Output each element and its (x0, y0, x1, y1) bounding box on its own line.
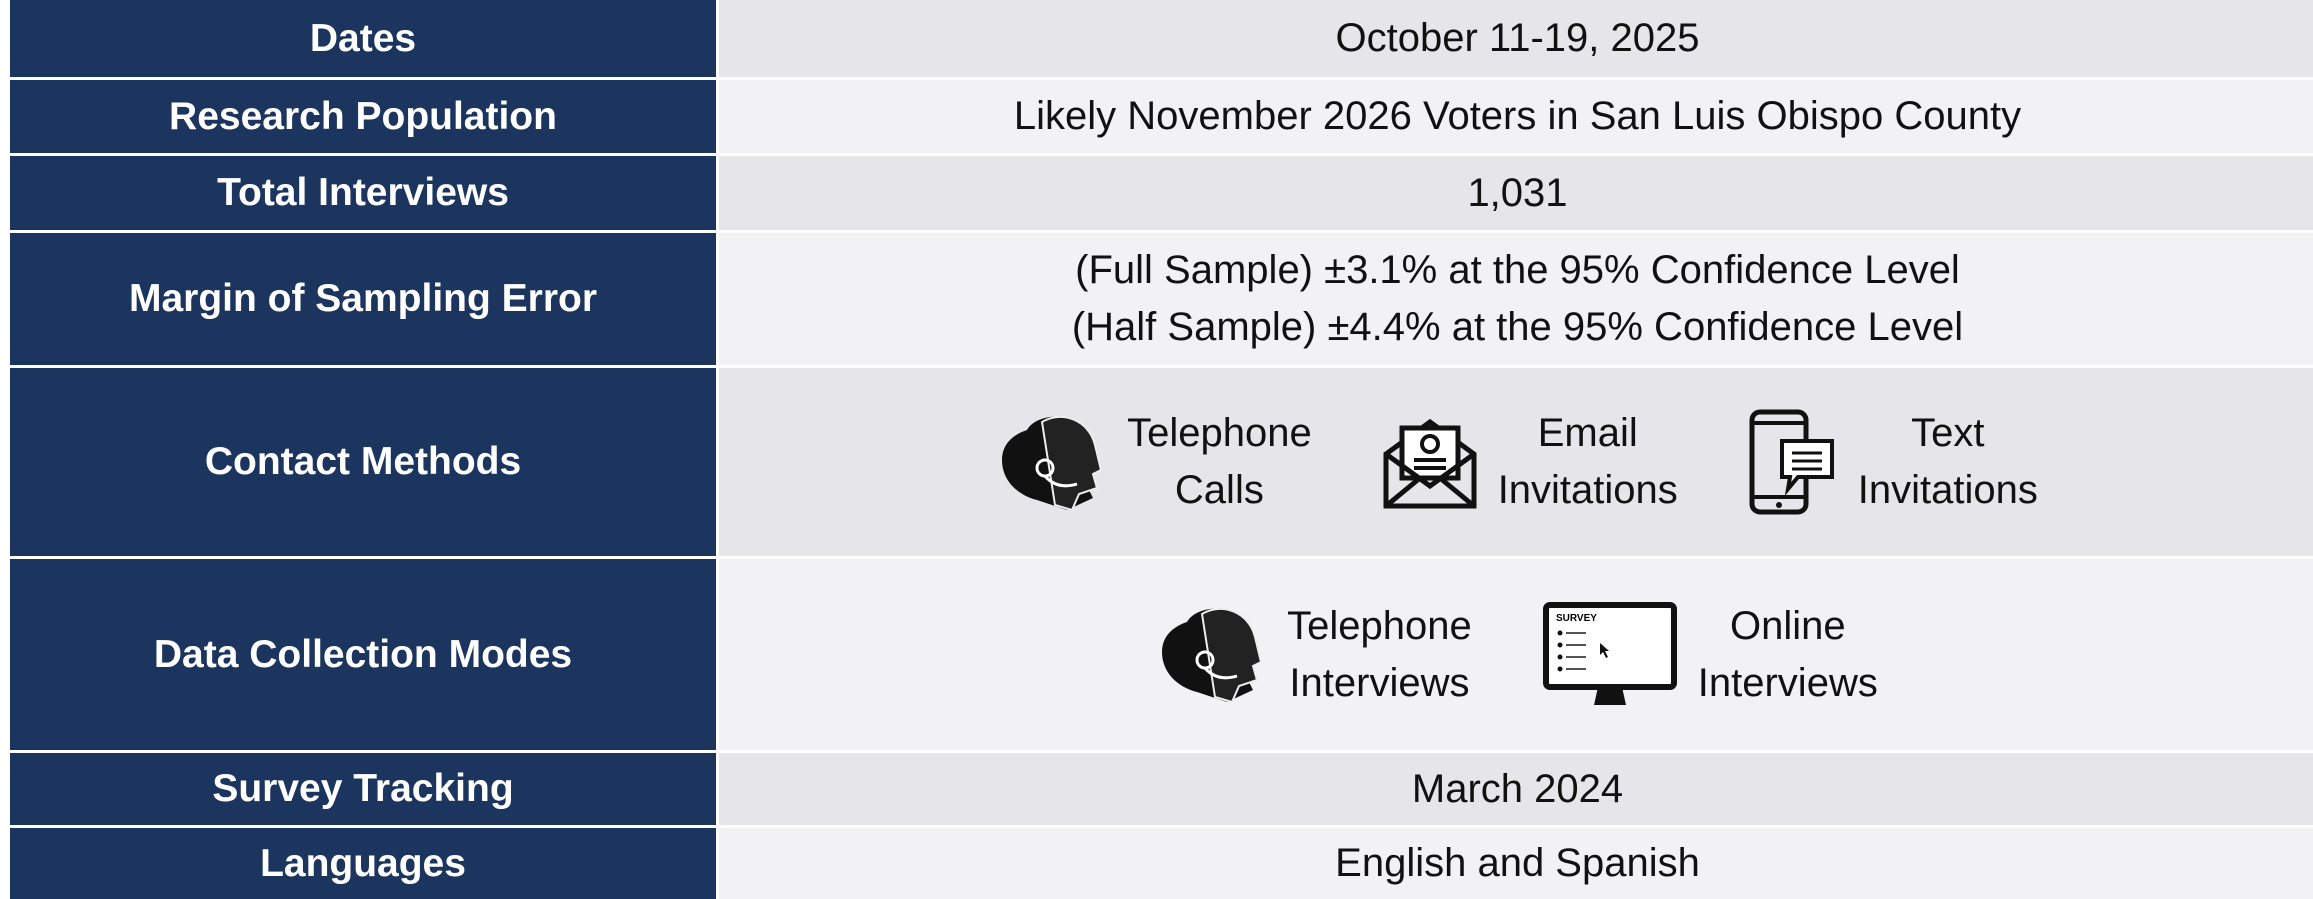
value-line: (Half Sample) ±4.4% at the 95% Confidenc… (1071, 305, 1964, 349)
row-label: Survey Tracking (10, 753, 716, 825)
row-value: English and Spanish (719, 828, 2313, 899)
row-value: Telephone Calls Email Invitations (719, 368, 2313, 556)
row-value: (Full Sample) ±3.1% at the 95% Confidenc… (719, 233, 2313, 365)
mode-line: Online (1729, 603, 1846, 648)
mobile-icon (1749, 409, 1834, 515)
row-value: Likely November 2026 Voters in San Luis … (719, 80, 2313, 153)
row-label: Margin of Sampling Error (10, 233, 716, 365)
row-label: Total Interviews (10, 156, 716, 230)
row-label: Research Population (10, 80, 716, 153)
row-label: Languages (10, 828, 716, 899)
mode-line: Telephone (1287, 603, 1472, 648)
value-line: (Full Sample) ±3.1% at the 95% Confidenc… (1075, 248, 1960, 292)
method-line: Text (1911, 411, 1985, 455)
mode: Telephone Interviews (1157, 598, 1472, 712)
mode-line: Interviews (1289, 660, 1470, 705)
row-value: March 2024 (719, 753, 2313, 825)
method-line: Calls (1174, 468, 1264, 512)
mode: SURVEY Online Interviews (1542, 598, 1878, 712)
method-line: Telephone (1127, 411, 1312, 455)
method: Email Invitations (1382, 405, 1678, 519)
method-line: Email (1537, 411, 1638, 455)
method: Telephone Calls (997, 405, 1312, 519)
mode-line: Interviews (1697, 660, 1878, 705)
icon-text: SURVEY (1556, 613, 1597, 624)
method: Text Invitations (1748, 405, 2038, 519)
row-label: Dates (10, 0, 716, 77)
row-value: October 11-19, 2025 (719, 0, 2313, 77)
method-line: Invitations (1857, 468, 2038, 512)
email-icon (1383, 418, 1477, 509)
headset-icon (1002, 415, 1103, 511)
headset-icon (1162, 608, 1263, 704)
row-value: Telephone Interviews SURVEY Online Intervi… (719, 559, 2313, 750)
row-label: Data Collection Modes (10, 559, 716, 750)
monitor-icon: SURVEY (1542, 601, 1677, 705)
row-label: Contact Methods (10, 368, 716, 556)
row-value: 1,031 (719, 156, 2313, 230)
method-line: Invitations (1497, 468, 1678, 512)
